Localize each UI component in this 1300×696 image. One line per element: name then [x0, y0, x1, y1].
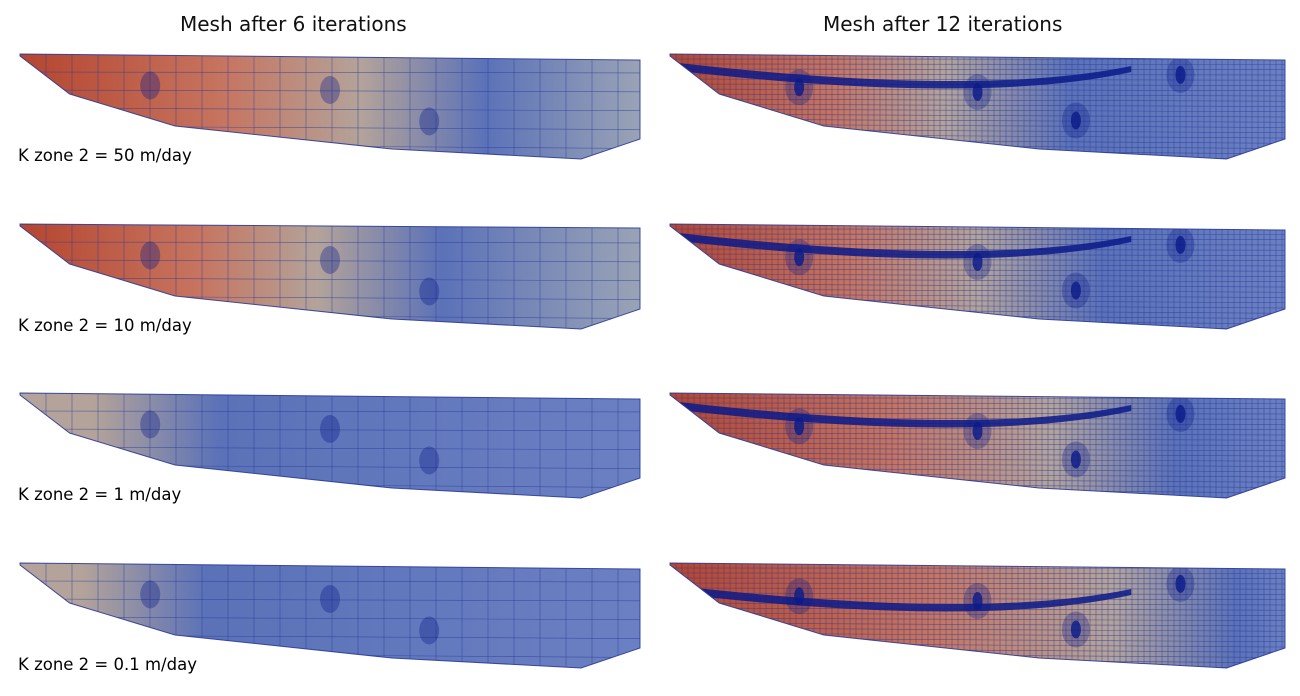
row-label-k1: K zone 2 = 1 m/day: [18, 485, 182, 504]
mesh-panel: [19, 53, 641, 160]
mesh-block: [20, 54, 640, 159]
mesh-panel: [19, 562, 641, 669]
row-label-k50: K zone 2 = 50 m/day: [18, 146, 192, 165]
mesh-block: [20, 224, 640, 329]
mesh-panel: [669, 562, 1286, 669]
mesh-panel: [669, 392, 1286, 499]
column-title-6-iterations: Mesh after 6 iterations: [180, 12, 407, 36]
column-title-12-iterations: Mesh after 12 iterations: [823, 12, 1063, 36]
mesh-panel: [669, 223, 1286, 330]
row-label-k10: K zone 2 = 10 m/day: [18, 316, 192, 335]
mesh-panel: [19, 223, 641, 330]
mesh-block: [20, 563, 640, 668]
mesh-block: [20, 393, 640, 498]
mesh-panel: [669, 53, 1286, 160]
row-label-k01: K zone 2 = 0.1 m/day: [18, 655, 197, 674]
mesh-panel: [19, 392, 641, 499]
